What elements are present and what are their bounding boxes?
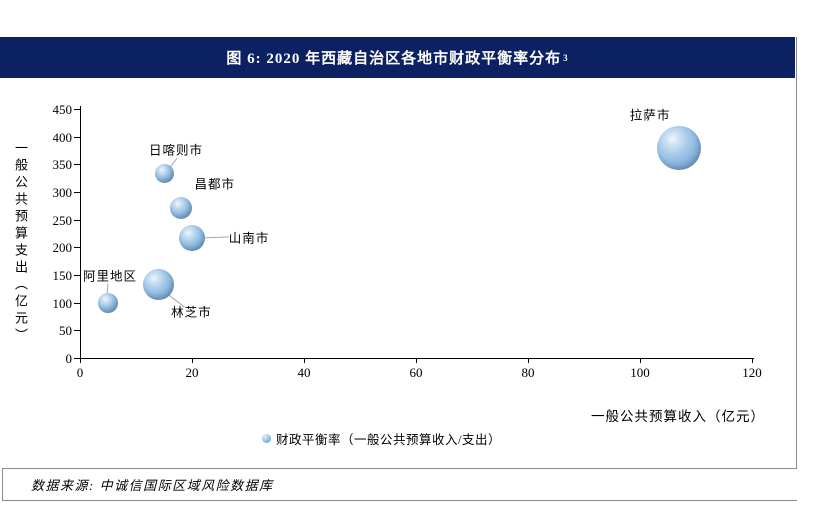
x-tick-label: 60 bbox=[409, 365, 423, 380]
x-tick bbox=[304, 358, 305, 363]
y-tick-label: 450 bbox=[52, 102, 73, 117]
y-tick bbox=[74, 358, 80, 359]
x-tick bbox=[752, 358, 753, 363]
x-tick bbox=[528, 358, 529, 363]
y-tick-label: 300 bbox=[52, 185, 73, 200]
x-tick-label: 100 bbox=[630, 365, 650, 380]
y-tick-label: 100 bbox=[52, 295, 73, 311]
x-tick-label: 0 bbox=[76, 365, 84, 380]
data-bubble bbox=[169, 197, 192, 220]
y-tick-label: 150 bbox=[52, 268, 73, 283]
frame-right-border bbox=[796, 37, 797, 500]
y-tick bbox=[74, 302, 80, 304]
x-tick-label: 120 bbox=[742, 365, 762, 380]
y-tick bbox=[74, 275, 80, 276]
y-tick-label: 0 bbox=[65, 351, 73, 366]
x-axis-line bbox=[80, 358, 754, 359]
leader-line bbox=[204, 236, 230, 239]
y-axis-line bbox=[80, 106, 81, 358]
x-tick bbox=[80, 358, 81, 363]
x-tick-label: 20 bbox=[185, 365, 199, 380]
data-bubble bbox=[98, 292, 118, 313]
bubble-label: 林芝市 bbox=[171, 305, 212, 320]
data-bubble bbox=[657, 125, 702, 170]
x-tick-label: 80 bbox=[521, 365, 535, 380]
y-tick bbox=[74, 192, 80, 193]
x-tick bbox=[640, 358, 641, 363]
bubble-label: 昌都市 bbox=[194, 177, 236, 192]
y-tick bbox=[74, 109, 80, 110]
x-tick bbox=[192, 358, 193, 363]
figure-title-bar: 图 6: 2020 年西藏自治区各地市财政平衡率分布 3 bbox=[0, 37, 795, 78]
y-tick bbox=[74, 219, 80, 221]
y-tick-label: 50 bbox=[59, 323, 72, 339]
source-text: 数据来源: 中诚信国际区域风险数据库 bbox=[31, 478, 274, 493]
bubble-label: 拉萨市 bbox=[629, 108, 671, 123]
bubble-label: 山南市 bbox=[228, 231, 270, 246]
x-tick bbox=[416, 358, 417, 363]
y-tick-label: 200 bbox=[52, 240, 73, 256]
legend-label: 财政平衡率（一般公共预算收入/支出） bbox=[276, 432, 501, 447]
y-tick-label: 350 bbox=[52, 157, 73, 173]
data-bubble bbox=[142, 269, 174, 301]
y-tick bbox=[74, 247, 80, 249]
bubble-label: 日喀则市 bbox=[148, 143, 204, 158]
y-tick-label: 400 bbox=[52, 129, 73, 145]
x-tick-label: 40 bbox=[297, 365, 311, 380]
figure-title-footnote-mark: 3 bbox=[563, 52, 569, 63]
y-tick bbox=[74, 330, 80, 332]
legend: 财政平衡率（一般公共预算收入/支出） bbox=[262, 431, 501, 447]
bubble-label: 阿里地区 bbox=[82, 269, 138, 284]
x-axis-title: 一般公共预算收入（亿元） bbox=[591, 409, 765, 424]
source-box: 数据来源: 中诚信国际区域风险数据库 bbox=[2, 468, 797, 501]
y-axis-title: 一般公共预算支出（亿元） bbox=[13, 141, 28, 345]
figure-title: 图 6: 2020 年西藏自治区各地市财政平衡率分布 bbox=[226, 51, 562, 67]
y-tick bbox=[74, 136, 80, 138]
y-tick bbox=[74, 164, 80, 166]
legend-bubble-icon bbox=[262, 433, 271, 443]
y-tick-label: 250 bbox=[52, 212, 73, 228]
data-bubble bbox=[179, 224, 205, 251]
data-bubble bbox=[154, 163, 174, 183]
